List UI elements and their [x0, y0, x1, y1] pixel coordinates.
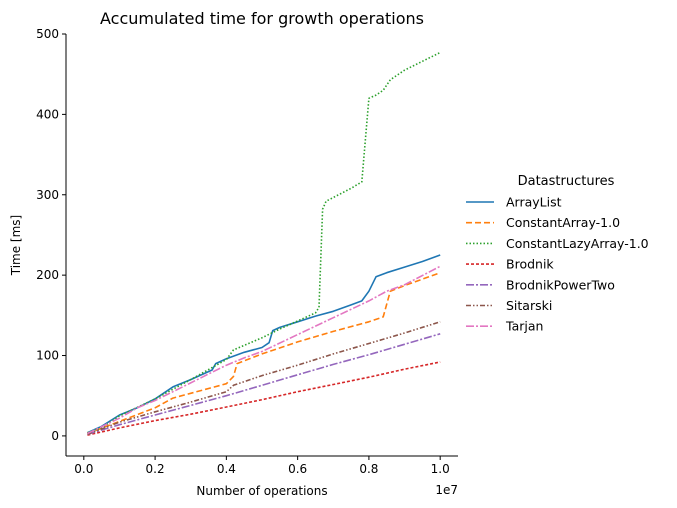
- x-tick-label: 1.0: [431, 462, 450, 476]
- x-axis-label: Number of operations: [196, 484, 327, 498]
- y-tick-label: 0: [51, 429, 59, 443]
- series-line-6: [87, 265, 441, 435]
- series-line-5: [87, 321, 441, 436]
- legend: Datastructures ArrayList ConstantArray-1.…: [466, 174, 649, 334]
- x-tick-label: 0.6: [288, 462, 307, 476]
- series-layer: [87, 51, 441, 436]
- y-tick-label: 400: [36, 107, 59, 121]
- x-tick-label: 0.8: [359, 462, 378, 476]
- y-tick-label: 500: [36, 27, 59, 41]
- x-tick-label: 0.4: [217, 462, 236, 476]
- legend-label-4: BrodnikPowerTwo: [506, 277, 615, 292]
- legend-label-5: Sitarski: [506, 298, 552, 313]
- y-tick-label: 100: [36, 349, 59, 363]
- y-axis-label: Time [ms]: [9, 215, 23, 277]
- legend-label-0: ArrayList: [506, 195, 562, 210]
- x-tick-label: 0.2: [146, 462, 165, 476]
- legend-label-1: ConstantArray-1.0: [506, 215, 620, 230]
- series-line-4: [87, 333, 441, 436]
- series-line-3: [87, 361, 441, 436]
- y-tick-label: 300: [36, 188, 59, 202]
- x-tick-label: 0.0: [74, 462, 93, 476]
- legend-label-3: Brodnik: [506, 257, 554, 272]
- x-axis-offset-label: 1e7: [435, 483, 458, 497]
- y-tick-label: 200: [36, 268, 59, 282]
- legend-title: Datastructures: [518, 174, 615, 189]
- series-line-0: [87, 254, 441, 434]
- series-line-2: [87, 51, 441, 434]
- series-line-1: [87, 271, 441, 435]
- chart-title: Accumulated time for growth operations: [100, 9, 424, 28]
- legend-label-6: Tarjan: [505, 319, 543, 334]
- legend-label-2: ConstantLazyArray-1.0: [506, 236, 649, 251]
